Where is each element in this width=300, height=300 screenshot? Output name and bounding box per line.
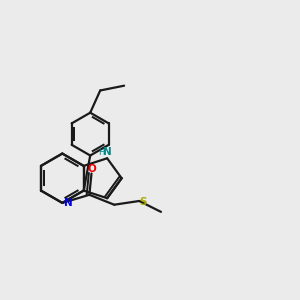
Text: O: O bbox=[88, 164, 97, 174]
Text: H: H bbox=[99, 148, 105, 157]
Text: N: N bbox=[103, 147, 112, 157]
Text: N: N bbox=[64, 198, 73, 208]
Text: S: S bbox=[139, 196, 146, 207]
